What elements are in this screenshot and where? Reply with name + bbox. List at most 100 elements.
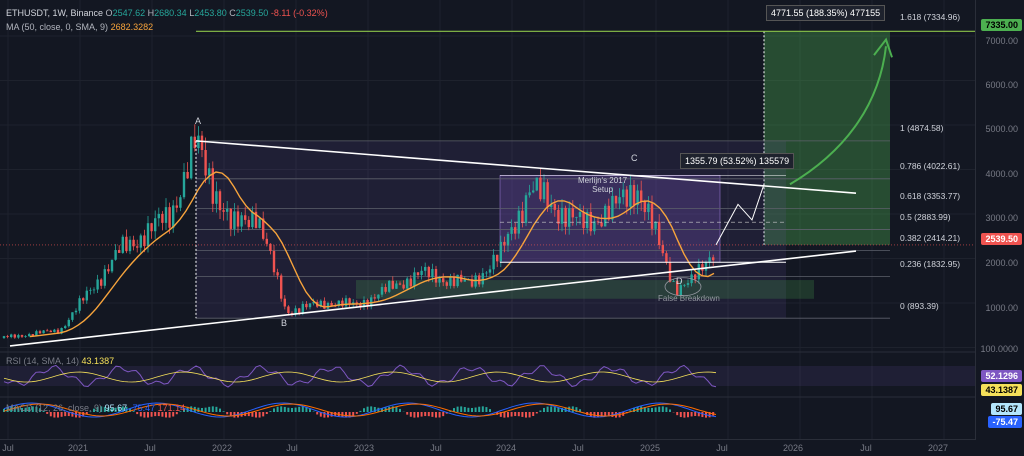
time-tick: 2026 bbox=[782, 443, 804, 453]
macd-histogram-bar bbox=[262, 412, 265, 417]
candle-body bbox=[380, 287, 384, 295]
macd-legend-v2: -75.47 bbox=[129, 403, 156, 413]
macd-histogram-bar bbox=[409, 412, 412, 417]
candle-body bbox=[679, 285, 682, 296]
point-d-label: D bbox=[676, 276, 683, 286]
candle-body bbox=[218, 191, 222, 211]
candle-body bbox=[564, 207, 567, 227]
macd-histogram-bar bbox=[474, 407, 477, 412]
candle-body bbox=[532, 190, 535, 193]
candle-body bbox=[175, 205, 178, 208]
candle-body bbox=[456, 274, 459, 287]
candle-body bbox=[146, 223, 150, 247]
candle-body bbox=[697, 264, 700, 280]
candle-body bbox=[611, 195, 614, 220]
candle-body bbox=[10, 334, 13, 338]
candle-body bbox=[13, 334, 16, 338]
macd-histogram-bar bbox=[571, 406, 574, 412]
candle-body bbox=[60, 328, 63, 334]
macd-histogram-bar bbox=[49, 412, 52, 417]
macd-histogram-bar bbox=[517, 412, 520, 417]
fib-label: 0.382 (2414.21) bbox=[900, 233, 961, 243]
macd-histogram-bar bbox=[46, 412, 49, 414]
symbol-name[interactable]: ETHUSDT, 1W, Binance bbox=[6, 8, 104, 18]
candle-body bbox=[56, 329, 60, 334]
candle-body bbox=[128, 239, 132, 252]
macd-histogram-bar bbox=[651, 407, 653, 412]
macd-histogram-bar bbox=[154, 412, 157, 417]
candle-body bbox=[452, 277, 456, 287]
macd-histogram-bar bbox=[258, 412, 261, 418]
time-tick: Jul bbox=[2, 443, 14, 453]
price-tick: 5000.00 bbox=[985, 124, 1018, 134]
macd-histogram-bar bbox=[215, 406, 218, 412]
macd-histogram-bar bbox=[179, 411, 182, 412]
macd-histogram-bar bbox=[427, 412, 430, 417]
candle-body bbox=[24, 336, 27, 337]
macd-histogram-bar bbox=[406, 412, 409, 415]
candle-body bbox=[341, 300, 344, 307]
last-price-badge: 2539.50 bbox=[981, 233, 1022, 245]
macd-histogram-bar bbox=[467, 407, 470, 412]
macd-histogram-bar bbox=[190, 406, 193, 412]
point-c-label: C bbox=[631, 153, 638, 163]
macd-histogram-bar bbox=[39, 408, 41, 412]
candle-body bbox=[546, 182, 549, 208]
candle-body bbox=[276, 272, 279, 276]
candle-body bbox=[359, 303, 362, 307]
macd-histogram-bar bbox=[229, 412, 232, 417]
candle-body bbox=[636, 190, 639, 206]
macd-histogram-bar bbox=[568, 406, 571, 412]
candle-body bbox=[283, 298, 286, 307]
macd-histogram-bar bbox=[514, 412, 517, 417]
macd-histogram-bar bbox=[197, 407, 200, 412]
macd-histogram-bar bbox=[85, 412, 88, 415]
rsi-legend[interactable]: RSI (14, SMA, 14) 43.1387 bbox=[6, 356, 114, 366]
macd-histogram-bar bbox=[269, 411, 272, 412]
fib-label: 0.236 (1832.95) bbox=[900, 259, 961, 269]
high-label: H bbox=[147, 8, 155, 18]
target-arrow-head bbox=[873, 37, 893, 58]
ma-value: 2682.3282 bbox=[110, 22, 154, 32]
macd-histogram-bar bbox=[683, 412, 686, 418]
macd-histogram-bar bbox=[557, 407, 560, 412]
macd-histogram-bar bbox=[24, 407, 27, 412]
macd-histogram-bar bbox=[697, 412, 700, 417]
macd-histogram-bar bbox=[219, 408, 221, 412]
price-axis[interactable]: 7000.00 6000.00 5000.00 4000.00 3000.00 … bbox=[975, 0, 1024, 440]
candle-body bbox=[118, 250, 121, 253]
macd-histogram-bar bbox=[485, 407, 488, 412]
price-chart[interactable] bbox=[0, 0, 976, 440]
candle-body bbox=[46, 330, 49, 332]
macd-histogram-bar bbox=[471, 407, 473, 412]
macd-histogram-bar bbox=[345, 412, 347, 418]
macd-histogram-bar bbox=[208, 406, 211, 412]
candle-body bbox=[190, 136, 193, 179]
candle-body bbox=[244, 215, 247, 220]
macd-histogram-bar bbox=[283, 406, 286, 412]
macd-histogram-bar bbox=[708, 412, 711, 418]
macd-histogram-bar bbox=[525, 412, 527, 418]
macd-histogram-bar bbox=[301, 406, 304, 412]
time-axis[interactable]: Jul 2021 Jul 2022 Jul 2023 Jul 2024 Jul … bbox=[0, 439, 976, 456]
macd-legend[interactable]: MACD (12, 26, close, 9) 95.67 -75.47 171… bbox=[6, 403, 185, 413]
macd-histogram-bar bbox=[60, 412, 63, 417]
macd-histogram-bar bbox=[373, 406, 376, 412]
candle-body bbox=[161, 213, 164, 223]
macd-histogram-bar bbox=[13, 406, 16, 412]
macd-histogram-bar bbox=[201, 407, 203, 412]
projection-path bbox=[715, 184, 765, 246]
macd-histogram-bar bbox=[251, 412, 254, 417]
macd-histogram-bar bbox=[129, 408, 131, 412]
candle-body bbox=[449, 277, 452, 286]
time-tick: Jul bbox=[144, 443, 156, 453]
ma-legend[interactable]: MA (50, close, 0, SMA, 9) 2682.3282 bbox=[6, 22, 153, 32]
macd-histogram-bar bbox=[597, 412, 599, 418]
candle-body bbox=[136, 246, 139, 248]
macd-histogram-bar bbox=[143, 412, 146, 418]
candle-body bbox=[193, 136, 196, 149]
candle-body bbox=[348, 298, 351, 305]
candle-body bbox=[607, 205, 610, 220]
close-value: 2539.50 bbox=[235, 8, 269, 18]
